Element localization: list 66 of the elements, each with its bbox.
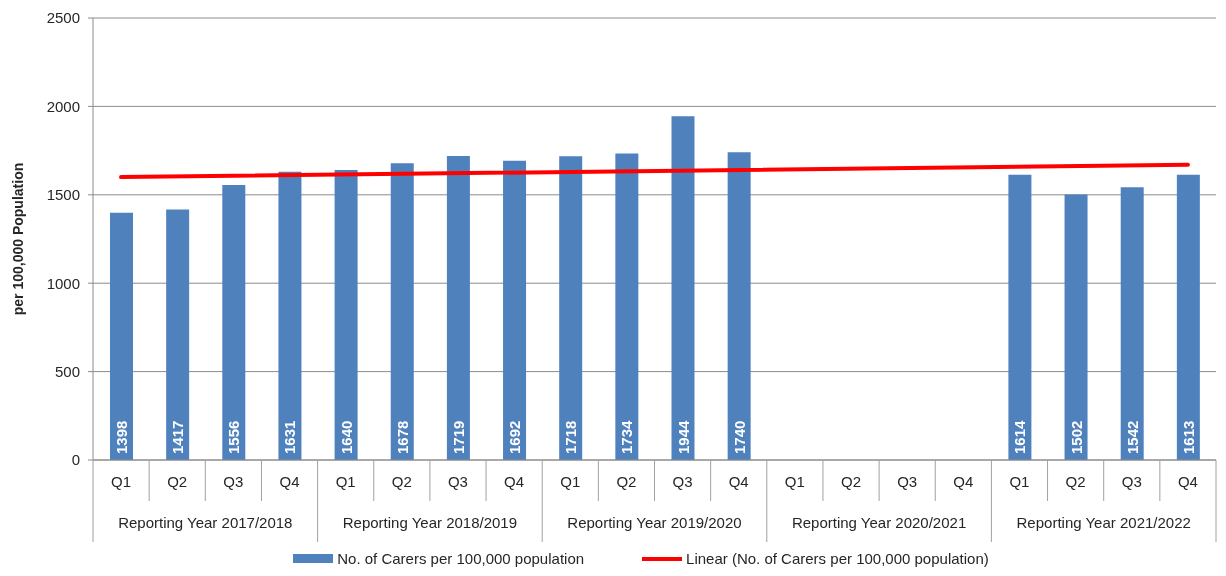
- x-tick-label: Q2: [391, 473, 412, 490]
- data-label: 1417: [169, 420, 187, 454]
- data-label: 1678: [393, 420, 411, 454]
- bar: [334, 170, 358, 460]
- data-label: 1692: [506, 420, 524, 454]
- bar: [503, 160, 527, 460]
- text: Reporting Year 2021/2022: [1016, 514, 1191, 531]
- bar: [222, 184, 246, 460]
- x-tick-label: Q2: [1065, 473, 1086, 490]
- bar: [1176, 174, 1200, 460]
- x-tick-label: Q2: [841, 473, 862, 490]
- data-label: 1740: [730, 420, 748, 454]
- text: Reporting Year 2018/2019: [342, 514, 518, 531]
- x-tick-label: Q1: [111, 473, 132, 490]
- data-label: 1718: [562, 420, 580, 454]
- x-tick-label: Q3: [672, 473, 693, 490]
- legend-label: No. of Carers per 100,000 population: [337, 550, 585, 567]
- y-tick-label: 0: [71, 451, 80, 469]
- bar: [1064, 194, 1088, 460]
- bar: [110, 212, 133, 460]
- bar: [615, 153, 639, 460]
- y-tick-label: 2500: [46, 9, 80, 27]
- data-label: 1502: [1067, 420, 1085, 454]
- data-label: 1640: [337, 420, 355, 454]
- x-tick-label: Q1: [784, 473, 805, 490]
- bar: [1008, 174, 1032, 460]
- x-tick-label: Q4: [1177, 473, 1198, 490]
- text: Reporting Year 2020/2021: [791, 514, 967, 531]
- text: Reporting Year 2017/2018: [118, 514, 293, 531]
- x-tick-label: Q3: [223, 473, 244, 490]
- x-tick-label: Q1: [1009, 473, 1030, 490]
- x-tick-label: Q3: [447, 473, 468, 490]
- data-label: 1719: [449, 420, 467, 454]
- x-tick-label: Q4: [504, 473, 525, 490]
- legend-label: Linear (No. of Carers per 100,000 population): [686, 550, 989, 567]
- y-tick-label: 500: [54, 362, 80, 380]
- x-tick-label: Q3: [897, 473, 918, 490]
- data-label: 1631: [281, 420, 299, 454]
- y-tick-label: 1000: [46, 274, 80, 292]
- x-tick-label: Q4: [279, 473, 300, 490]
- bar: [727, 152, 751, 460]
- bar: [166, 209, 190, 460]
- y-tick-label: 2000: [46, 97, 80, 115]
- bar: [671, 116, 695, 460]
- y-tick-label: 1500: [46, 186, 80, 204]
- bar: [446, 156, 470, 460]
- x-tick-label: Q1: [560, 473, 581, 490]
- bar: [278, 171, 302, 460]
- data-label: 1734: [618, 419, 636, 454]
- x-tick-label: Q4: [728, 473, 749, 490]
- bar: [559, 156, 583, 460]
- text: Reporting Year 2019/2020: [567, 514, 742, 531]
- data-label: 1944: [674, 419, 692, 454]
- x-tick-label: Q1: [335, 473, 356, 490]
- x-tick-label: Q2: [616, 473, 637, 490]
- data-label: 1398: [113, 420, 130, 454]
- x-tick-label: Q2: [167, 473, 188, 490]
- bar: [390, 163, 414, 460]
- x-tick-label: Q4: [953, 473, 974, 490]
- data-label: 1614: [1011, 419, 1029, 454]
- data-label: 1613: [1179, 420, 1197, 454]
- y-axis-title: per 100,000 Population: [10, 162, 26, 316]
- x-tick-label: Q3: [1121, 473, 1142, 490]
- data-label: 1542: [1123, 420, 1141, 454]
- data-label: 1556: [225, 420, 243, 454]
- bar: [1120, 187, 1144, 460]
